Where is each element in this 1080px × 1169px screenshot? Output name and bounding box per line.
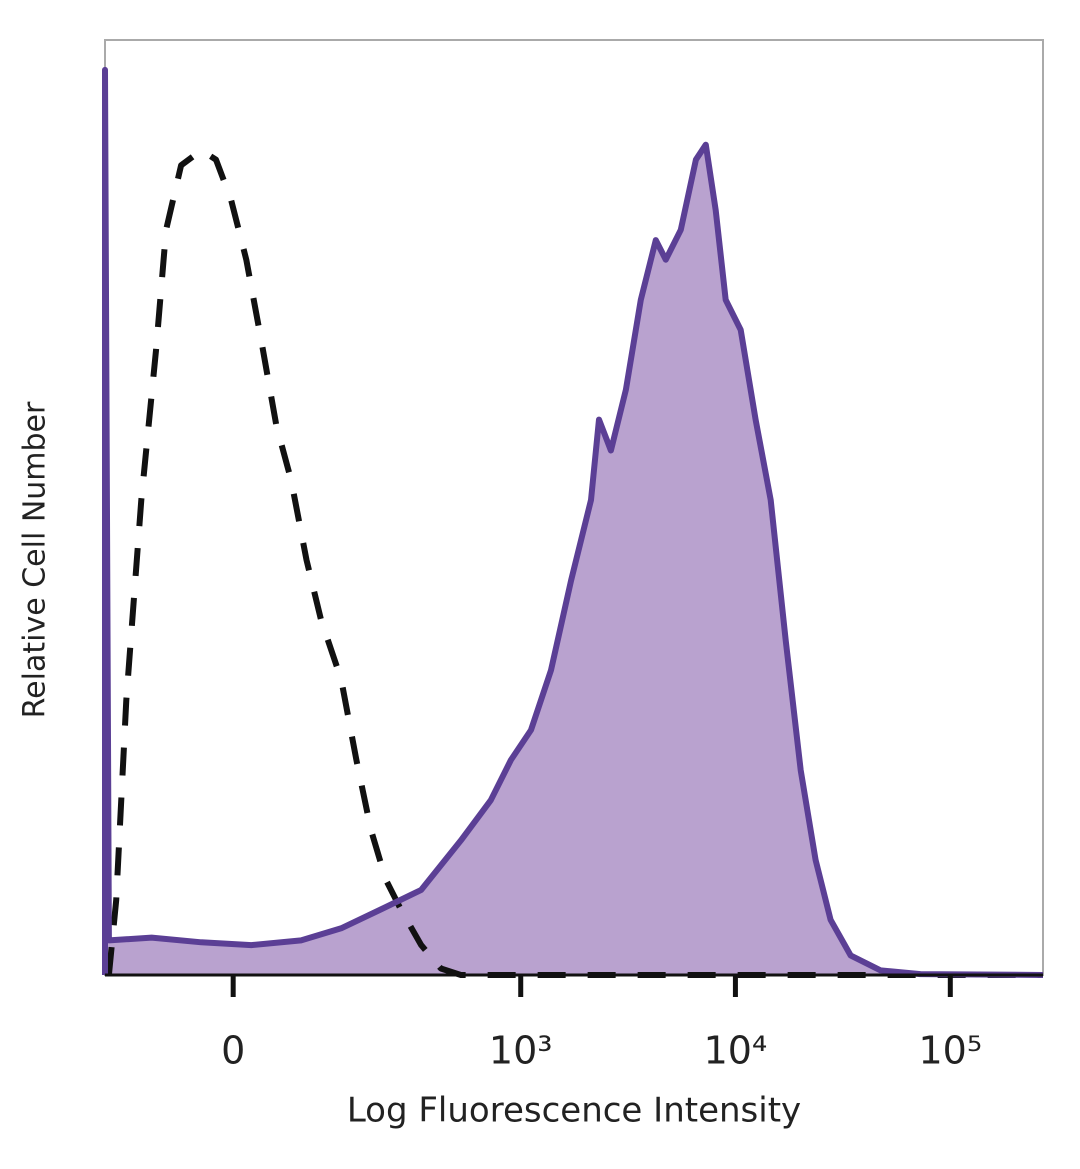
x-tick-label: 10⁵ [919,1029,983,1073]
x-axis-label: Log Fluorescence Intensity [347,1091,801,1131]
x-tick-label: 10³ [489,1029,553,1073]
histogram-line [105,147,1043,978]
x-tick-label: 10⁴ [704,1029,768,1073]
y-axis-label: Relative Cell Number [18,401,53,718]
histogram-area [105,69,1043,975]
histogram-line [102,66,1044,978]
x-tick-label: 0 [221,1029,245,1073]
